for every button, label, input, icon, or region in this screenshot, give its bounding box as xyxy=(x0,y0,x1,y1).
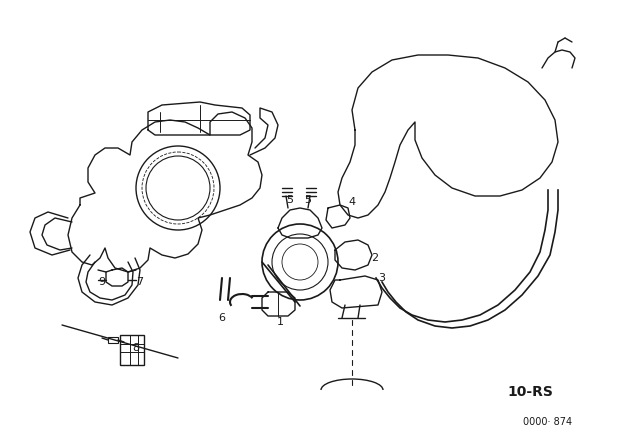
Text: 2: 2 xyxy=(371,253,379,263)
Text: 1: 1 xyxy=(276,317,284,327)
Text: 8: 8 xyxy=(132,343,140,353)
Bar xyxy=(120,335,144,365)
Text: 5: 5 xyxy=(305,195,312,205)
Text: 7: 7 xyxy=(136,277,143,287)
Text: 6: 6 xyxy=(218,313,225,323)
Text: 0000· 874: 0000· 874 xyxy=(524,417,573,427)
Text: 10-RS: 10-RS xyxy=(507,385,553,399)
Text: 9: 9 xyxy=(99,277,106,287)
Bar xyxy=(108,337,118,343)
Text: 5: 5 xyxy=(287,195,294,205)
Text: 4: 4 xyxy=(348,197,356,207)
Text: 3: 3 xyxy=(378,273,385,283)
